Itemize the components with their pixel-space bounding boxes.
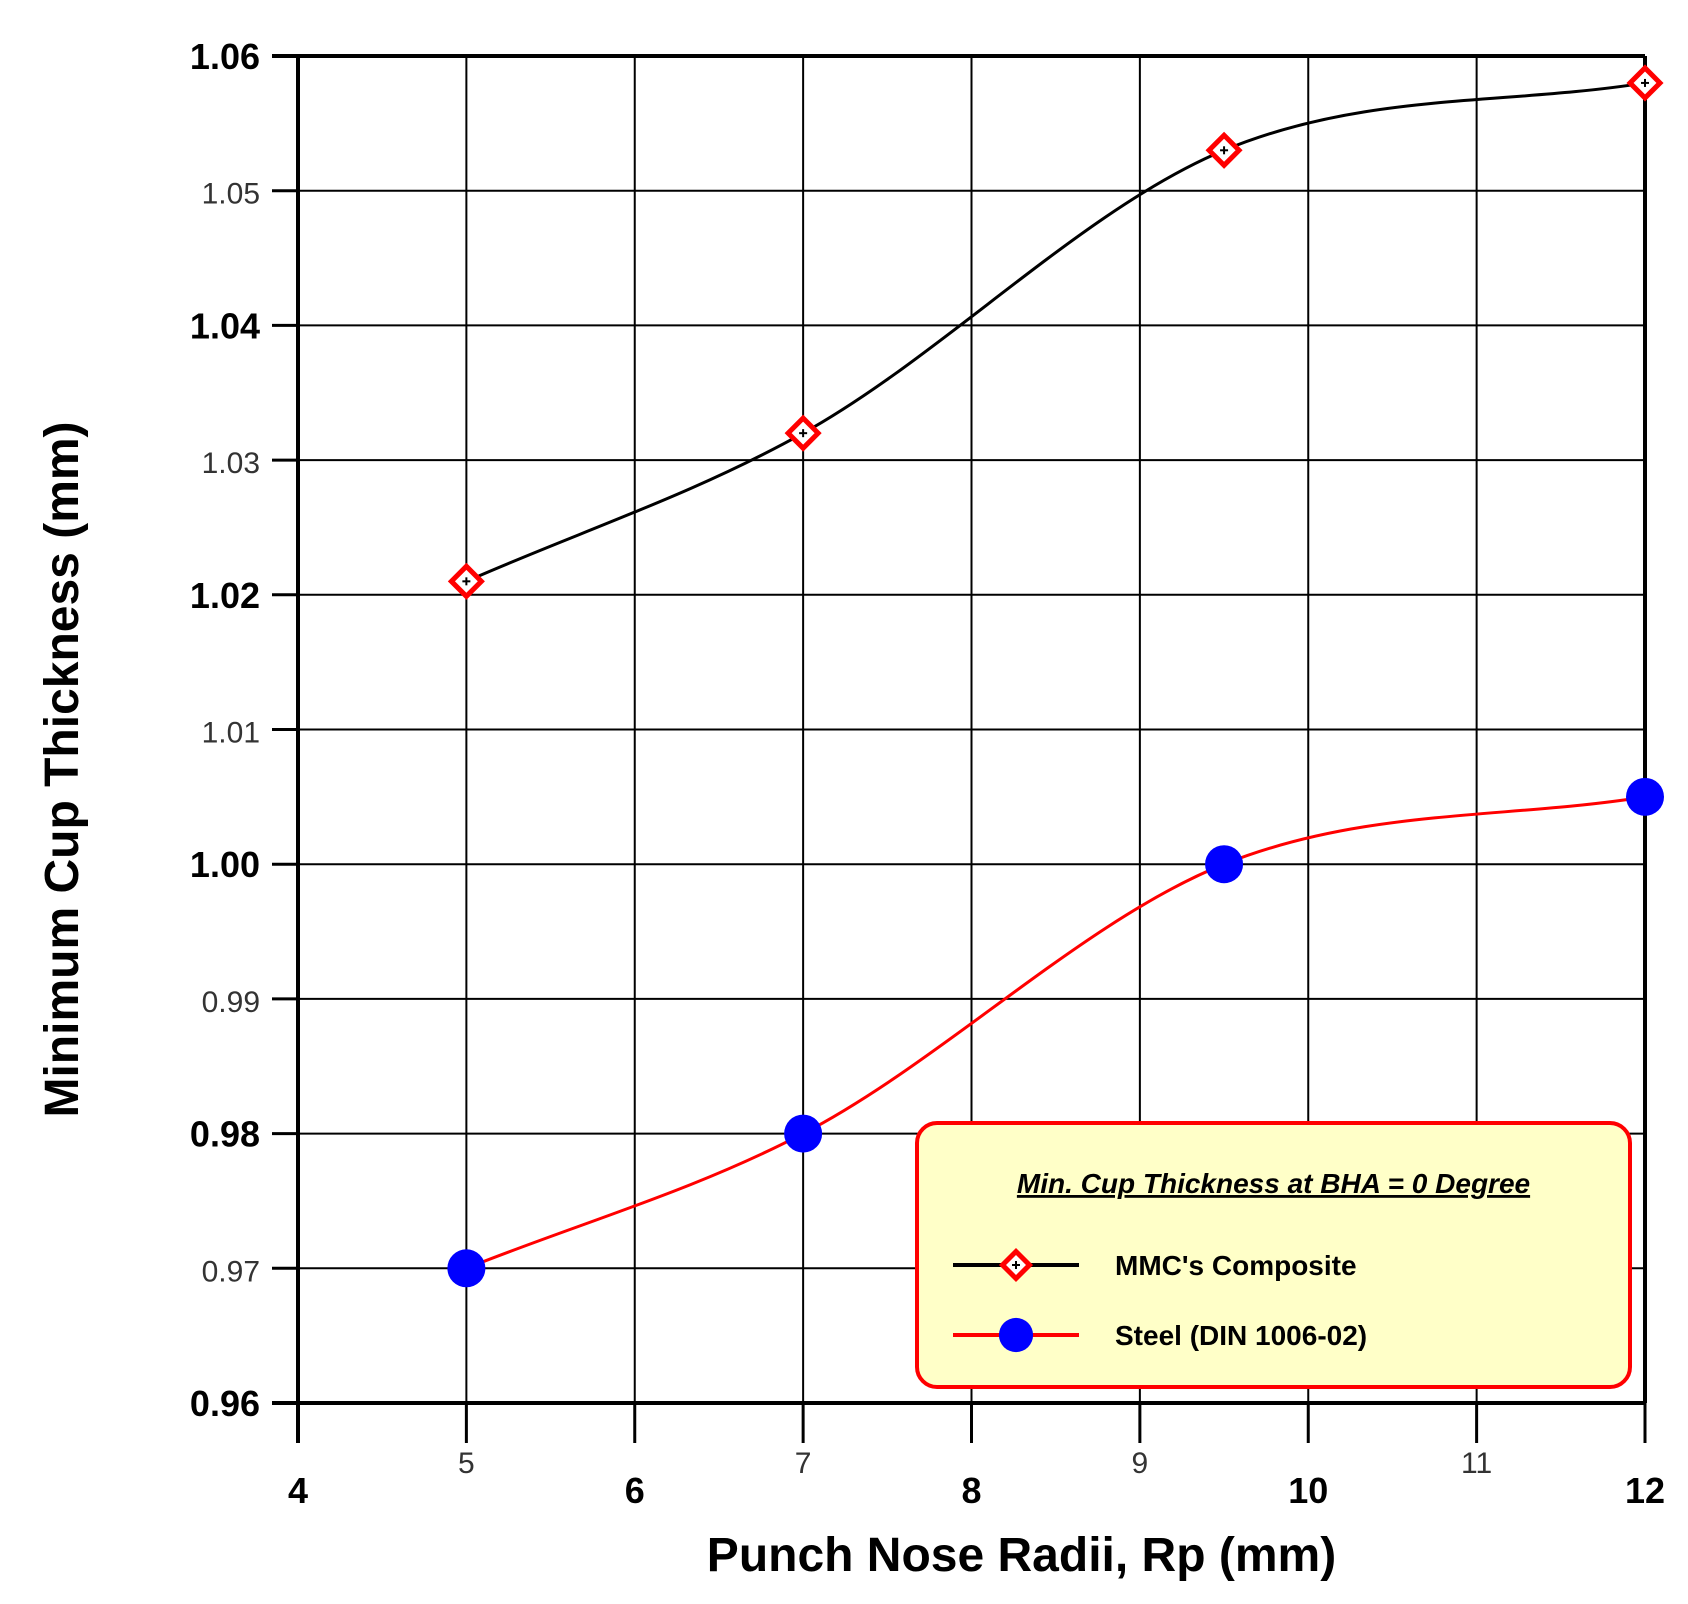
x-tick-label: 12 xyxy=(1625,1470,1665,1511)
legend-item: Steel (DIN 1006-02) xyxy=(953,1317,1367,1353)
x-axis-label: Punch Nose Radii, Rp (mm) xyxy=(707,1529,1336,1582)
series-line xyxy=(465,795,1646,1270)
y-tick-label: 0.99 xyxy=(202,986,260,1019)
legend-label: MMC's Composite xyxy=(1115,1250,1357,1281)
series-1 xyxy=(447,777,1664,1288)
series-group xyxy=(447,64,1664,1288)
series-0 xyxy=(447,64,1664,600)
y-axis-label: Minimum Cup Thickness (mm) xyxy=(36,421,89,1117)
y-tick-label: 1.04 xyxy=(190,305,260,346)
x-tick-label: 9 xyxy=(1132,1447,1149,1480)
grid xyxy=(272,54,1647,1443)
legend-marker xyxy=(998,1317,1034,1353)
y-tick-label: 1.00 xyxy=(190,844,260,885)
data-point xyxy=(447,1249,486,1288)
legend-title: Min. Cup Thickness at BHA = 0 Degree xyxy=(1017,1168,1530,1199)
y-tick-label: 1.06 xyxy=(190,36,260,77)
y-tick-label: 0.96 xyxy=(190,1383,260,1424)
y-tick-label: 1.03 xyxy=(202,447,260,480)
y-tick-label: 1.02 xyxy=(190,575,260,616)
legend-box xyxy=(915,1121,1632,1389)
x-tick-label: 4 xyxy=(288,1470,308,1511)
data-point xyxy=(1205,845,1244,884)
ticks: 0.96 0.97 0.98 0.99 1.00 1.01 1.02 1.03 1.04 1.05… xyxy=(190,36,1665,1511)
x-tick-label: 10 xyxy=(1288,1470,1328,1511)
series-line xyxy=(465,81,1646,583)
y-tick-label: 0.98 xyxy=(190,1114,260,1155)
y-tick-label: 1.01 xyxy=(202,717,260,750)
y-tick-label: 1.05 xyxy=(202,178,260,211)
data-point xyxy=(1626,777,1664,816)
x-tick-label: 7 xyxy=(795,1447,812,1480)
x-tick-label: 8 xyxy=(961,1470,981,1511)
legend-item: MMC's Composite xyxy=(953,1247,1357,1283)
legend-items: MMC's Composite Steel (DIN 1006-02) xyxy=(953,1247,1367,1353)
data-point xyxy=(784,1114,823,1153)
x-tick-label: 11 xyxy=(1461,1447,1492,1480)
legend-label: Steel (DIN 1006-02) xyxy=(1115,1320,1367,1351)
x-tick-label: 6 xyxy=(625,1470,645,1511)
x-tick-label: 5 xyxy=(458,1447,475,1480)
y-tick-label: 0.97 xyxy=(202,1255,260,1288)
legend: Min. Cup Thickness at BHA = 0 Degree MMC… xyxy=(915,1121,1632,1389)
